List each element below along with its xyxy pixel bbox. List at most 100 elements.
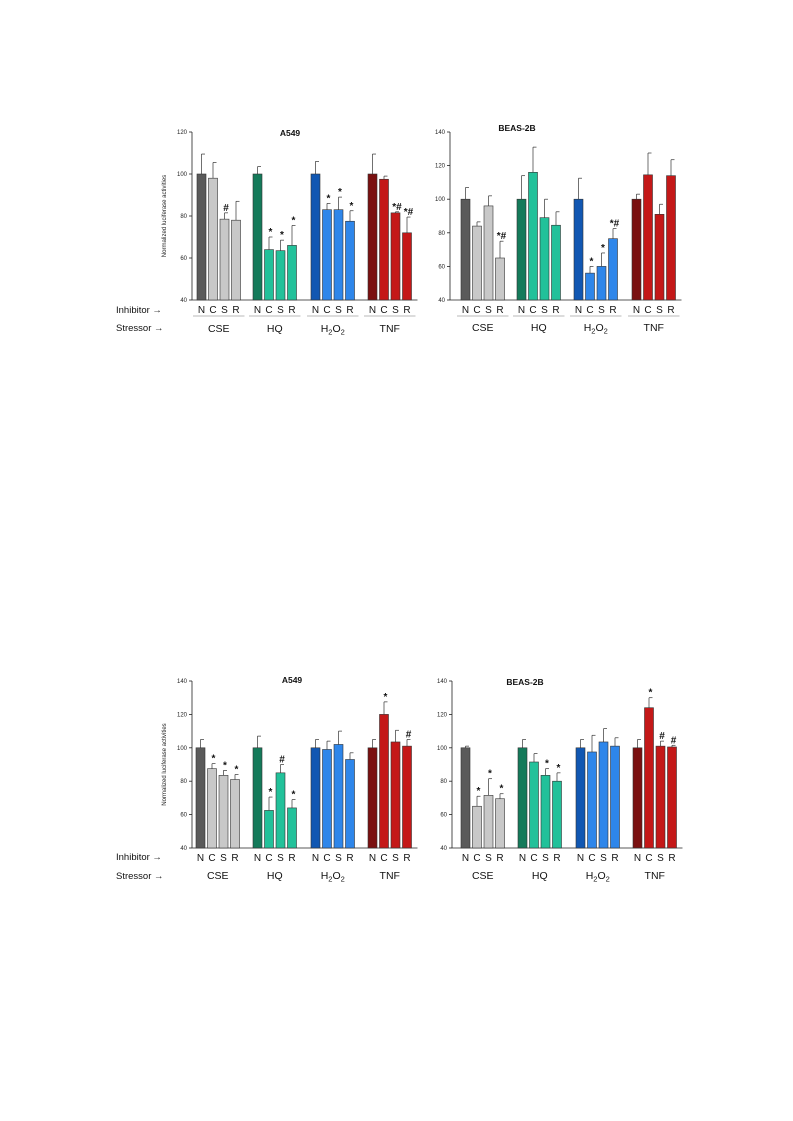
y-tick-label: 140	[435, 130, 446, 136]
inhibitor-label: S	[335, 305, 342, 316]
inhibitor-label: N	[462, 853, 469, 864]
inhibitor-label: S	[542, 853, 549, 864]
inhibitor-label: R	[288, 305, 295, 316]
bar-TNF-S	[655, 745, 666, 849]
inhibitor-label: C	[529, 305, 536, 316]
y-tick-label: 60	[438, 264, 445, 270]
significance-mark: *	[235, 765, 239, 776]
bar-HQ-R	[552, 780, 562, 849]
bar-HQ-C	[264, 249, 274, 301]
bar-CSE-S	[218, 775, 229, 849]
inhibitor-label: C	[473, 853, 480, 864]
bar-HQ-R	[551, 224, 561, 301]
y-tick-label: 80	[438, 231, 445, 237]
stressor-label-HQ: HQ	[267, 870, 283, 882]
inhibitor-label: S	[541, 305, 548, 316]
inhibitor-label: N	[462, 305, 469, 316]
significance-mark: *	[338, 187, 342, 198]
bar-H2O2-R	[345, 759, 355, 849]
inhibitor-label: R	[403, 853, 410, 864]
inhibitor-label: S	[277, 853, 284, 864]
bar-H2O2-N	[573, 198, 584, 301]
bar-H2O2-N	[310, 747, 321, 849]
y-tick-label: 40	[438, 298, 445, 304]
bar-HQ-C	[528, 172, 538, 301]
y-tick-label: 80	[440, 779, 447, 785]
inhibitor-label: S	[657, 853, 664, 864]
significance-mark: *	[649, 688, 653, 699]
significance-mark: *	[327, 193, 331, 204]
significance-mark: *	[545, 759, 549, 770]
inhibitor-label: C	[209, 305, 216, 316]
inhibitor-label: R	[609, 305, 616, 316]
inhibitor-label: S	[335, 853, 342, 864]
bar-HQ-C	[264, 810, 274, 849]
significance-mark: #	[671, 735, 677, 746]
bar-H2O2-R	[610, 745, 620, 849]
bar-H2O2-R	[608, 238, 618, 301]
bar-TNF-S	[390, 212, 401, 301]
bar-H2O2-R	[345, 220, 355, 301]
bar-TNF-S	[654, 214, 665, 301]
chart-title: BEAS-2B	[498, 123, 535, 133]
inhibitor-label: S	[221, 305, 228, 316]
significance-mark: *	[292, 790, 296, 801]
bar-CSE-R	[495, 798, 505, 849]
bar-H2O2-C	[585, 272, 595, 301]
significance-mark: *	[590, 256, 594, 267]
bar-HQ-N	[516, 198, 527, 301]
inhibitor-label: S	[598, 305, 605, 316]
inhibitor-label: N	[634, 853, 641, 864]
inhibitor-label: N	[633, 305, 640, 316]
inhibitor-label: N	[369, 305, 376, 316]
stressor-label-H2O2: H2O2	[321, 323, 345, 337]
stressor-row-label-bottom: Stressor →	[116, 871, 164, 882]
bar-TNF-C	[643, 174, 653, 301]
inhibitor-label: S	[485, 853, 492, 864]
significance-mark: *	[500, 784, 504, 795]
inhibitor-label: R	[346, 853, 353, 864]
bar-CSE-C	[208, 177, 218, 301]
bar-CSE-S	[219, 218, 230, 301]
inhibitor-label: N	[577, 853, 584, 864]
significance-mark: *#	[392, 202, 402, 213]
significance-mark: #	[406, 729, 412, 740]
inhibitor-row-label-bottom: Inhibitor →	[116, 852, 162, 863]
chart-title: A549	[282, 675, 303, 685]
bar-H2O2-C	[322, 749, 332, 849]
y-tick-label: 40	[180, 846, 187, 852]
inhibitor-label: R	[288, 853, 295, 864]
bar-CSE-C	[472, 225, 482, 301]
y-tick-label: 60	[440, 813, 447, 819]
inhibitor-label: S	[277, 305, 284, 316]
inhibitor-label: C	[380, 305, 387, 316]
chart-title: A549	[280, 128, 301, 138]
significance-mark: *	[223, 760, 227, 771]
chart-panel-3: 40 60 80 100 120 140 A549 Normalized luciferase…	[162, 675, 418, 884]
y-tick-label: 100	[177, 746, 188, 752]
bar-CSE-N	[195, 747, 206, 849]
stressor-label-CSE: CSE	[472, 322, 494, 334]
significance-mark: *	[350, 201, 354, 212]
y-tick-label: 80	[180, 214, 187, 220]
inhibitor-label: R	[611, 853, 618, 864]
bar-CSE-S	[483, 205, 494, 301]
y-axis-label: Normalized luciferase activities	[162, 723, 168, 805]
bar-H2O2-S	[598, 741, 609, 849]
significance-mark: *#	[404, 207, 414, 218]
y-tick-label: 120	[435, 164, 446, 170]
inhibitor-label: S	[656, 305, 663, 316]
stressor-label-HQ: HQ	[267, 323, 283, 335]
bar-CSE-R	[231, 219, 241, 301]
inhibitor-label: R	[553, 853, 560, 864]
bar-TNF-S	[390, 741, 401, 849]
stressor-row-label-top: Stressor →	[116, 323, 164, 334]
significance-mark: #	[279, 755, 285, 766]
inhibitor-label: N	[312, 853, 319, 864]
stressor-label-TNF: TNF	[380, 323, 400, 335]
bar-HQ-C	[529, 761, 539, 849]
inhibitor-label: N	[254, 305, 261, 316]
bar-TNF-C	[379, 714, 389, 849]
